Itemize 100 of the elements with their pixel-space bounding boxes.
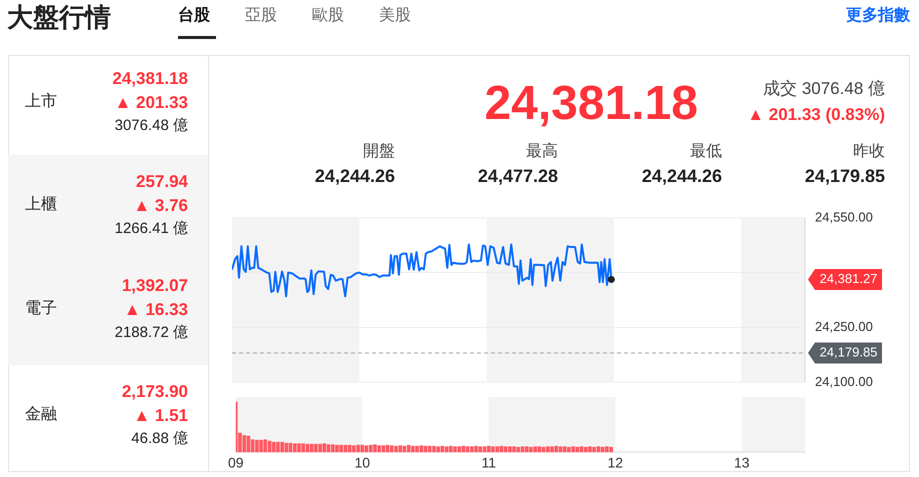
bar: [242, 435, 246, 452]
bar: [554, 446, 558, 452]
bar: [284, 442, 288, 452]
bar: [268, 440, 272, 452]
text: ▲ 1.51: [133, 406, 188, 425]
bar: [250, 439, 254, 452]
text: 1266.41 億: [114, 220, 188, 237]
bar: [558, 446, 562, 452]
text: 開盤: [363, 143, 395, 160]
x-tick-label: 10: [354, 454, 370, 470]
bar: [474, 446, 478, 452]
bar: [512, 446, 516, 452]
y-tick-label: 24,100.00: [815, 374, 873, 389]
bar: [508, 446, 512, 452]
text: ▲ 3.76: [133, 196, 188, 215]
bar: [596, 446, 600, 452]
text: 最低: [690, 143, 722, 160]
bar: [348, 444, 352, 452]
bar: [486, 446, 491, 452]
bar: [246, 436, 250, 452]
bar: [436, 446, 440, 452]
bar: [276, 442, 280, 452]
bar: [330, 444, 335, 452]
bar: [495, 446, 500, 452]
text: 2,173.90: [122, 382, 188, 401]
y-tick-label: 24,250.00: [815, 318, 873, 334]
text: 大盤行情: [7, 2, 111, 32]
text: 257.94: [136, 172, 188, 191]
text: 24,381.18: [112, 69, 188, 88]
bar: [428, 446, 432, 452]
x-tick-label: 13: [734, 454, 750, 470]
bar: [377, 445, 381, 452]
bar: [373, 444, 377, 452]
text: 24,179.85: [804, 166, 885, 186]
bar: [440, 446, 444, 452]
text: ▲ 201.33 (0.83%): [747, 105, 885, 124]
bar: [444, 446, 448, 452]
x-tick-label: 11: [481, 454, 496, 470]
bar: [360, 444, 364, 452]
bar: [314, 444, 318, 452]
bar: [356, 444, 360, 452]
text: 電子: [25, 300, 57, 317]
text: 24,381.27: [820, 271, 878, 286]
bar: [280, 442, 284, 452]
bar: [306, 444, 310, 452]
bar: [604, 446, 609, 452]
ref-line-label: 24,179.85: [820, 344, 878, 360]
bar: [524, 446, 529, 452]
bar: [326, 444, 330, 452]
bar: [600, 446, 604, 452]
bar: [520, 446, 524, 452]
text: 24,244.26: [642, 166, 722, 186]
text: 24,477.28: [478, 166, 558, 186]
bar: [567, 446, 571, 452]
bar: [297, 443, 301, 452]
text: 最高: [526, 143, 558, 160]
bar: [457, 446, 462, 452]
bar: [478, 446, 482, 452]
bar: [588, 446, 592, 452]
bar: [263, 439, 268, 452]
bar: [288, 442, 292, 452]
text: 上市: [25, 93, 57, 110]
bar: [398, 445, 402, 452]
x-tick-label: 09: [228, 454, 244, 470]
bar: [259, 440, 263, 452]
bar: [609, 446, 613, 452]
bar: [411, 446, 415, 452]
text: 46.88 億: [131, 430, 188, 447]
bar: [301, 443, 306, 452]
bar: [538, 446, 542, 452]
bar: [394, 446, 398, 452]
bar: [272, 442, 276, 452]
bar: [584, 446, 588, 452]
x-tick-label: 12: [607, 454, 624, 470]
text: 3076.48 億: [114, 117, 188, 134]
bar: [322, 443, 326, 452]
bar: [448, 446, 453, 452]
text: 24,381.18: [484, 77, 698, 130]
bar: [335, 444, 339, 452]
bar: [500, 446, 504, 452]
bar: [529, 446, 533, 452]
bar: [453, 446, 457, 452]
text: ▲ 201.33: [114, 93, 188, 112]
text: 歐股: [312, 7, 344, 24]
bar: [368, 444, 373, 452]
bar: [402, 446, 406, 452]
bar: [542, 446, 546, 452]
text: 1,392.07: [122, 276, 188, 295]
bar: [482, 446, 486, 452]
bar: [344, 444, 348, 452]
text: 上櫃: [25, 196, 57, 213]
bar: [310, 444, 314, 452]
bar: [432, 446, 436, 452]
text: 昨收: [853, 143, 885, 160]
bar: [571, 446, 575, 452]
bar: [415, 446, 419, 452]
bar: [562, 446, 566, 452]
text: 成交 3076.48 億: [763, 79, 885, 98]
text: 美股: [379, 7, 411, 24]
bar: [382, 445, 386, 452]
